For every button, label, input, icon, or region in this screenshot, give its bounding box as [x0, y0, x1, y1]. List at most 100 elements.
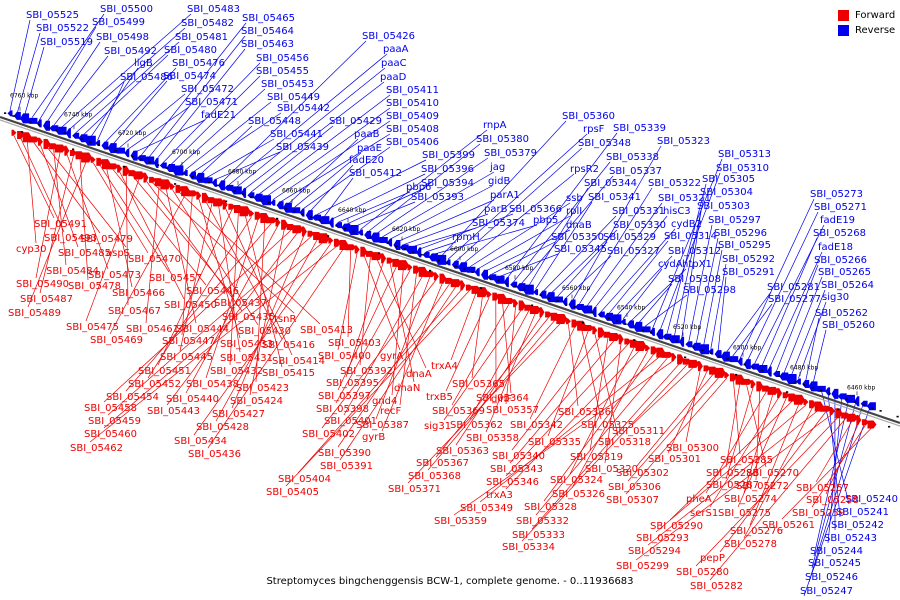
forward-gene-label: SBI_05487	[20, 294, 73, 305]
forward-gene-label: recF	[380, 406, 402, 417]
forward-gene-label: SBI_05469	[90, 335, 143, 346]
reverse-gene-label: parB	[484, 204, 508, 215]
forward-gene-label: SBI_05318	[598, 437, 651, 448]
forward-gene-label: SBI_05258	[806, 495, 859, 506]
forward-gene-label: SBI_05294	[628, 546, 681, 557]
reverse-gene-label: SBI_05330	[613, 220, 666, 231]
scale-tick-label: 6760 kbp	[10, 92, 38, 99]
forward-gene-label: SBI_05362	[450, 420, 503, 431]
forward-gene-label: SBI_05390	[318, 448, 371, 459]
forward-gene-label: SBI_05423	[236, 383, 289, 394]
forward-gene-label: SBI_05287	[706, 480, 759, 491]
reverse-gene-label: SBI_05271	[814, 202, 867, 213]
reverse-gene-label: SBI_05313	[718, 149, 771, 160]
forward-gene-label: tsnR	[274, 314, 296, 325]
legend-reverse-label: Reverse	[855, 25, 896, 36]
forward-gene-label: SBI_05447	[162, 336, 215, 347]
reverse-gene-label: SBI_05525	[26, 10, 79, 21]
reverse-gene-label: SBI_05394	[421, 178, 474, 189]
forward-gene-label: SBI_05285	[720, 455, 773, 466]
genome-backbone	[0, 115, 900, 427]
forward-gene-label: SBI_05342	[510, 420, 563, 431]
forward-gene-label: SBI_05340	[492, 451, 545, 462]
reverse-gene-label: SBI_05312	[668, 246, 721, 257]
reverse-gene-label: SBI_05246	[805, 572, 858, 583]
scale-tick-label: 6740 kbp	[64, 111, 92, 118]
reverse-gene-label: SBI_05327	[607, 246, 660, 257]
forward-gene-label: SBI_05404	[278, 474, 331, 485]
forward-gene-label: SBI_05398	[316, 404, 369, 415]
forward-gene-label: pepP	[700, 553, 725, 564]
scale-tick-label: 6720 kbp	[118, 130, 146, 137]
reverse-gene-label: SBI_05481	[175, 32, 228, 43]
reverse-gene-label: fadE18	[818, 242, 853, 253]
reverse-gene-label: rpsF	[583, 124, 605, 135]
forward-gene-label: SBI_05484	[46, 266, 99, 277]
forward-gene-label: SBI_05459	[88, 416, 141, 427]
reverse-gene-label: htpX1	[682, 259, 712, 270]
forward-gene-label: SBI_05276	[730, 526, 783, 537]
reverse-gene-label: SBI_05329	[603, 232, 656, 243]
scale-tick-label: 6680 kbp	[228, 169, 256, 176]
reverse-gene-label: SBI_05476	[172, 58, 225, 69]
reverse-gene-label: SBI_05304	[700, 187, 753, 198]
reverse-gene-label: SBI_05449	[267, 92, 320, 103]
forward-gene-label: SBI_05443	[147, 406, 200, 417]
forward-gene-label: SBI_05368	[408, 471, 461, 482]
forward-gene-label: serS1	[690, 508, 718, 519]
forward-gene-label: SBI_05343	[490, 464, 543, 475]
forward-gene-label: SBI_05274	[724, 494, 777, 505]
forward-gene-label: SBI_05424	[230, 396, 283, 407]
forward-gene-label: dinF	[491, 394, 512, 405]
reverse-gene-label: SBI_05281	[767, 282, 820, 293]
forward-gene-label: SBI_05311	[612, 426, 665, 437]
forward-gene-label: SBI_05275	[718, 508, 771, 519]
reverse-gene-label: SBI_05408	[386, 124, 439, 135]
reverse-gene-label: rnpA	[483, 120, 507, 131]
forward-gene-label: SBI_05446	[186, 286, 239, 297]
reverse-gene-label: SBI_05265	[818, 267, 871, 278]
forward-gene-label: SBI_05491	[34, 219, 87, 230]
forward-gene-label: SBI_05470	[128, 254, 181, 265]
forward-gene-label: SBI_05290	[650, 521, 703, 532]
scale-tick-label: 6620 kbp	[392, 226, 420, 233]
reverse-gene-label: SBI_05277	[768, 294, 821, 305]
reverse-gene-label: SBI_05474	[163, 71, 216, 82]
reverse-gene-label: SBI_05322	[648, 178, 701, 189]
scale-tick-label: 6700 kbp	[172, 149, 200, 156]
forward-gene-label: SBI_05493	[44, 233, 97, 244]
forward-gene-label: trxA4	[431, 361, 458, 372]
forward-gene-label: SBI_05369	[432, 406, 485, 417]
reverse-gene-label: SBI_05399	[422, 150, 475, 161]
reverse-gene-label: SBI_05240	[845, 494, 898, 505]
reverse-gene-label: SBI_05241	[836, 507, 889, 518]
reverse-gene-label: rplI	[566, 206, 582, 217]
reverse-gene-label: SBI_05303	[697, 201, 750, 212]
reverse-gene-label: SBI_05339	[613, 123, 666, 134]
reverse-gene-label: parA1	[490, 190, 520, 201]
reverse-gene-label: fadE21	[201, 110, 236, 121]
forward-gene-label: SBI_05415	[262, 368, 315, 379]
reverse-gene-label: paaD	[380, 72, 407, 83]
reverse-gene-label: SBI_05243	[824, 533, 877, 544]
forward-gene-label: SBI_05405	[266, 487, 319, 498]
gene-features	[4, 110, 899, 429]
forward-gene-label: SBI_05435	[222, 312, 275, 323]
reverse-gene-label: SBI_05409	[386, 111, 439, 122]
reverse-gene-label: SBI_05426	[362, 31, 415, 42]
reverse-gene-label: SBI_05492	[104, 46, 157, 57]
forward-gene-label: SBI_05302	[616, 468, 669, 479]
forward-gene-label: SBI_05261	[762, 520, 815, 531]
forward-gene-label: SBI_05414	[272, 356, 325, 367]
scale-tick-label: 6660 kbp	[282, 187, 310, 194]
forward-gene-label: SBI_05401	[324, 416, 377, 427]
forward-gene-label: dnaN	[394, 383, 420, 394]
forward-gene-label: SBI_05432	[210, 366, 263, 377]
reverse-gene-label: SBI_05499	[92, 17, 145, 28]
scale-tick-label: 6480 kbp	[790, 365, 818, 372]
reverse-gene-label: SBI_05337	[609, 166, 662, 177]
scale-tick-label: 6500 kbp	[733, 345, 761, 352]
forward-gene-label: SBI_05307	[606, 495, 659, 506]
reverse-gene-label: SBI_05396	[421, 164, 474, 175]
forward-gene-label: SBI_05367	[416, 458, 469, 469]
